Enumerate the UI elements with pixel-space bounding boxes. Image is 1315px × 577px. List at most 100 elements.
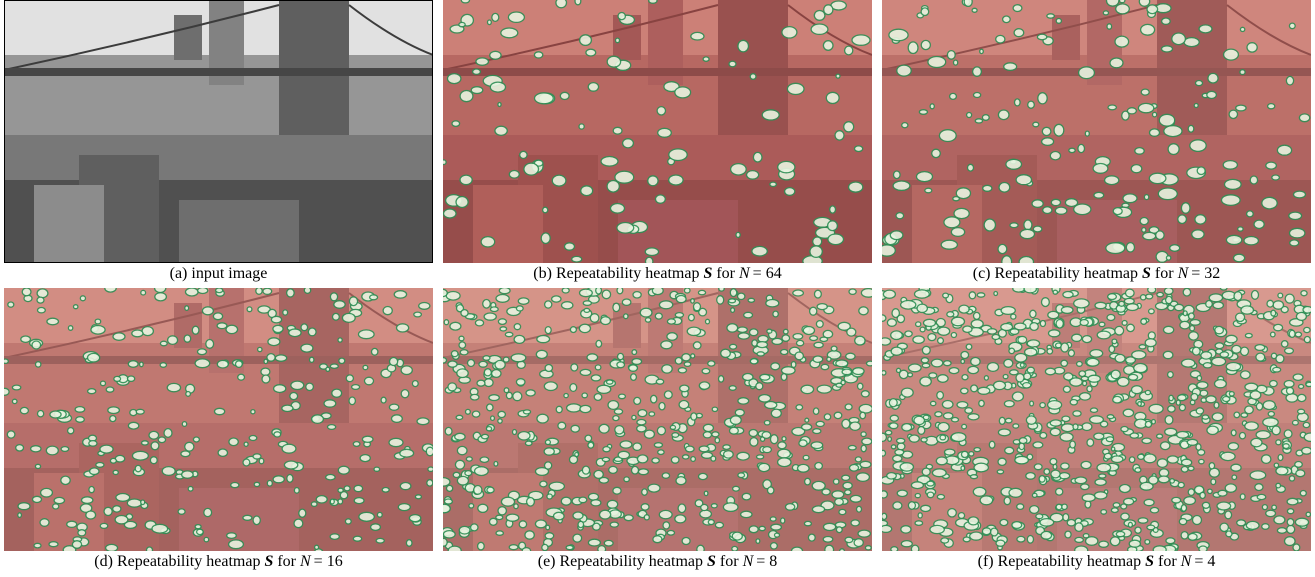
keypoint-blob bbox=[1033, 442, 1043, 448]
keypoint-blob bbox=[362, 436, 373, 442]
keypoint-blob bbox=[657, 107, 665, 115]
keypoint-blob bbox=[547, 494, 552, 499]
keypoint-blob bbox=[842, 369, 851, 375]
keypoint-blob bbox=[1000, 519, 1008, 525]
keypoint-blob bbox=[918, 427, 925, 435]
keypoint-blob bbox=[1181, 467, 1188, 473]
keypoint-blob bbox=[613, 127, 622, 134]
keypoint-blob bbox=[1254, 220, 1264, 228]
keypoint-blob bbox=[1053, 290, 1057, 294]
keypoint-blob bbox=[676, 296, 686, 303]
keypoint-blob bbox=[328, 425, 336, 430]
keypoint-blob bbox=[1244, 237, 1258, 245]
keypoint-blob bbox=[908, 502, 915, 510]
keypoint-blob bbox=[693, 342, 701, 349]
keypoint-blob bbox=[1005, 447, 1014, 454]
keypoint-blob bbox=[95, 319, 101, 324]
keypoint-blob bbox=[811, 24, 828, 34]
keypoint-blob bbox=[149, 431, 159, 439]
keypoint-blob bbox=[271, 316, 281, 323]
keypoint-blob bbox=[227, 533, 237, 539]
keypoint-blob bbox=[897, 368, 901, 372]
keypoint-blob bbox=[785, 188, 795, 196]
keypoint-blob bbox=[330, 293, 337, 301]
keypoint-blob bbox=[1234, 254, 1245, 262]
keypoint-blob bbox=[1127, 304, 1139, 311]
keypoint-blob bbox=[342, 313, 355, 322]
keypoint-blob bbox=[82, 497, 93, 504]
keypoint-blob bbox=[848, 446, 856, 450]
keypoint-blob bbox=[1287, 498, 1298, 505]
keypoint-blob bbox=[897, 315, 904, 323]
keypoint-blob bbox=[882, 525, 892, 532]
keypoint-blob bbox=[656, 195, 666, 203]
caption-symbol: S bbox=[707, 553, 716, 570]
keypoint-blob bbox=[133, 451, 149, 460]
keypoint-blob bbox=[142, 441, 149, 445]
keypoint-blob bbox=[727, 324, 738, 332]
keypoint-blob bbox=[88, 353, 100, 362]
keypoint-blob bbox=[1099, 322, 1105, 326]
keypoint-blob bbox=[921, 40, 930, 49]
keypoint-blob bbox=[951, 333, 956, 338]
keypoint-blob bbox=[186, 288, 199, 296]
keypoint-blob bbox=[1170, 245, 1180, 252]
keypoint-blob bbox=[392, 415, 403, 423]
keypoint-blob bbox=[1273, 367, 1281, 372]
keypoint-blob bbox=[812, 481, 825, 490]
water bbox=[4, 135, 433, 185]
keypoint-blob bbox=[468, 360, 475, 367]
keypoint-blob bbox=[354, 498, 364, 504]
keypoint-blob bbox=[798, 464, 810, 472]
keypoint-blob bbox=[850, 495, 861, 502]
keypoint-blob bbox=[461, 310, 468, 317]
keypoint-blob bbox=[456, 415, 463, 419]
keypoint-blob bbox=[1013, 5, 1022, 12]
keypoint-blob bbox=[365, 377, 374, 385]
keypoint-blob bbox=[742, 493, 751, 500]
keypoint-blob bbox=[101, 381, 106, 386]
keypoint-blob bbox=[448, 74, 461, 84]
keypoint-blob bbox=[1082, 336, 1091, 343]
keypoint-blob bbox=[962, 451, 969, 457]
keypoint-blob bbox=[700, 510, 712, 518]
keypoint-blob bbox=[797, 340, 804, 345]
keypoint-blob bbox=[1060, 433, 1073, 441]
keypoint-blob bbox=[656, 379, 663, 384]
keypoint-blob bbox=[489, 395, 499, 401]
keypoint-blob bbox=[1245, 383, 1258, 390]
keypoint-blob bbox=[1232, 345, 1241, 353]
keypoint-blob bbox=[400, 483, 411, 490]
keypoint-blob bbox=[1213, 302, 1223, 309]
keypoint-blob bbox=[1223, 161, 1237, 170]
keypoint-blob bbox=[902, 424, 912, 431]
keypoint-blob bbox=[600, 510, 611, 519]
keypoint-blob bbox=[1295, 518, 1308, 526]
keypoint-blob bbox=[634, 397, 641, 404]
keypoint-blob bbox=[1040, 321, 1045, 327]
keypoint-blob bbox=[50, 411, 61, 418]
keypoint-blob bbox=[991, 528, 998, 536]
keypoint-blob bbox=[1278, 293, 1283, 298]
keypoint-blob bbox=[466, 409, 471, 414]
keypoint-blob bbox=[1182, 459, 1192, 466]
keypoint-blob bbox=[657, 427, 665, 435]
keypoint-blob bbox=[1143, 232, 1156, 239]
keypoint-blob bbox=[330, 364, 338, 368]
keypoint-blob bbox=[759, 463, 770, 471]
keypoint-blob bbox=[1033, 122, 1039, 127]
keypoint-blob bbox=[948, 509, 957, 517]
keypoint-blob bbox=[291, 381, 304, 389]
keypoint-blob bbox=[414, 312, 422, 317]
keypoint-blob bbox=[1075, 537, 1084, 542]
keypoint-blob bbox=[61, 447, 69, 452]
keypoint-blob bbox=[971, 320, 983, 328]
keypoint-blob bbox=[398, 504, 410, 511]
keypoint-blob bbox=[562, 288, 569, 293]
keypoint-blob bbox=[106, 387, 114, 392]
keypoint-blob bbox=[812, 506, 824, 513]
keypoint-blob bbox=[1069, 148, 1075, 152]
keypoint-blob bbox=[1164, 288, 1173, 294]
keypoint-blob bbox=[1006, 159, 1022, 169]
keypoint-blob bbox=[1070, 441, 1076, 448]
